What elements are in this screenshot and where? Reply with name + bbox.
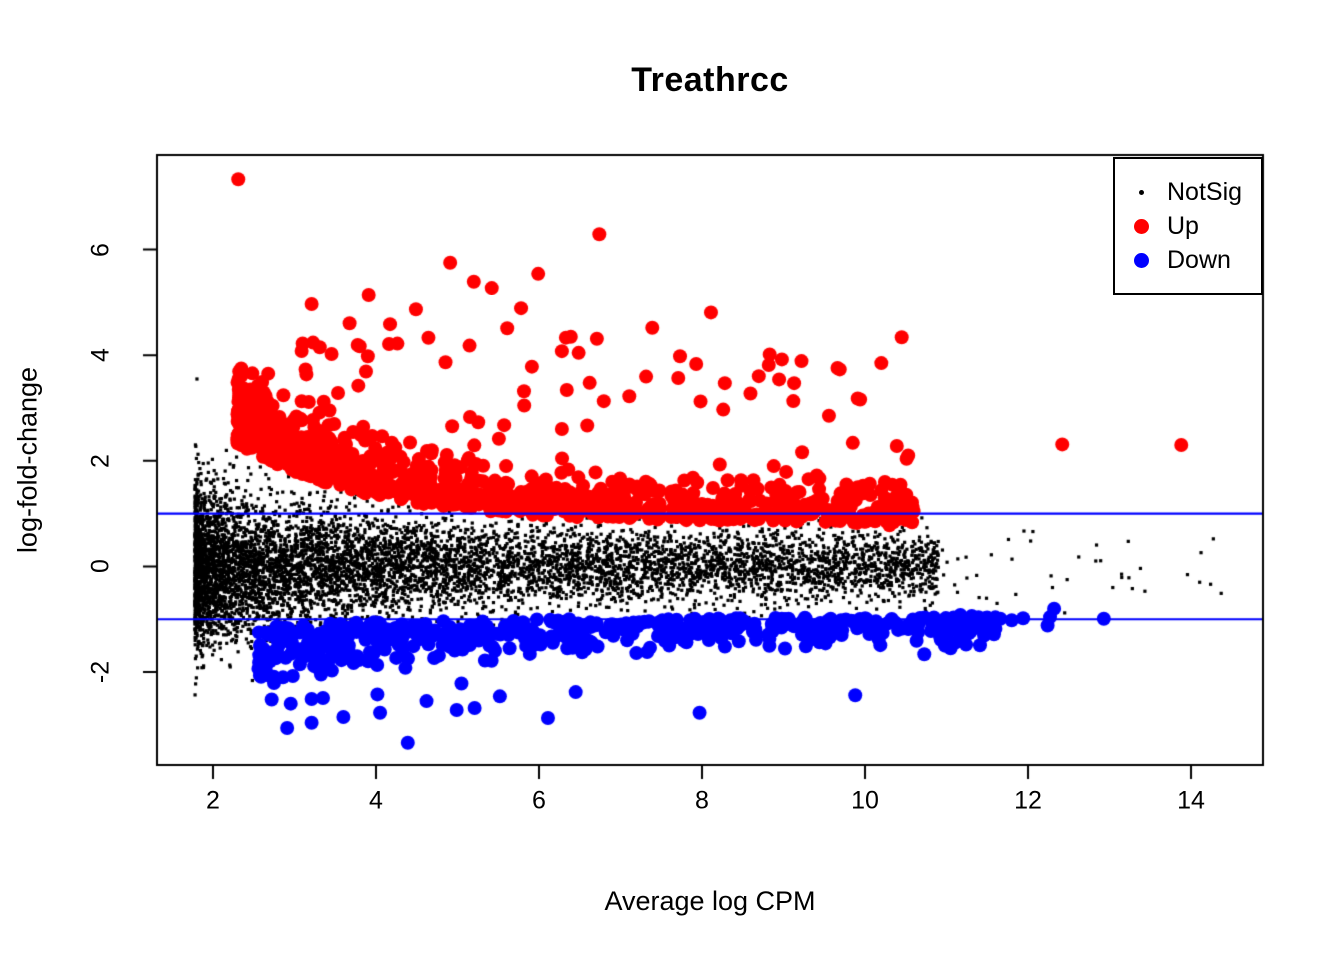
y-tick-label: 0 — [86, 559, 115, 574]
legend-label: NotSig — [1167, 177, 1243, 206]
legend: NotSig Up Down — [1113, 157, 1263, 295]
legend-item-down: Down — [1115, 243, 1261, 277]
legend-label: Up — [1167, 211, 1199, 240]
x-tick-label: 8 — [695, 786, 709, 815]
y-axis-title: log-fold-change — [12, 366, 43, 554]
y-tick-label: 4 — [86, 348, 115, 363]
chart-title: Treathrcc — [631, 61, 789, 99]
x-tick-label: 2 — [206, 786, 220, 815]
legend-marker-up-icon — [1133, 218, 1149, 234]
x-tick-label: 12 — [1014, 786, 1042, 815]
x-tick-label: 14 — [1177, 786, 1205, 815]
y-tick-label: 2 — [86, 453, 115, 468]
x-tick-label: 6 — [532, 786, 546, 815]
x-axis-title: Average log CPM — [604, 886, 816, 916]
y-tick-label: -2 — [86, 660, 115, 684]
legend-label: Down — [1167, 245, 1231, 274]
legend-marker-down-icon — [1133, 252, 1149, 268]
x-tick-label: 10 — [851, 786, 879, 815]
x-tick-label: 4 — [369, 786, 383, 815]
legend-item-up: Up — [1115, 209, 1261, 243]
legend-item-notsig: NotSig — [1115, 175, 1261, 209]
legend-marker-notsig-icon — [1138, 189, 1144, 195]
y-tick-label: 6 — [86, 242, 115, 257]
